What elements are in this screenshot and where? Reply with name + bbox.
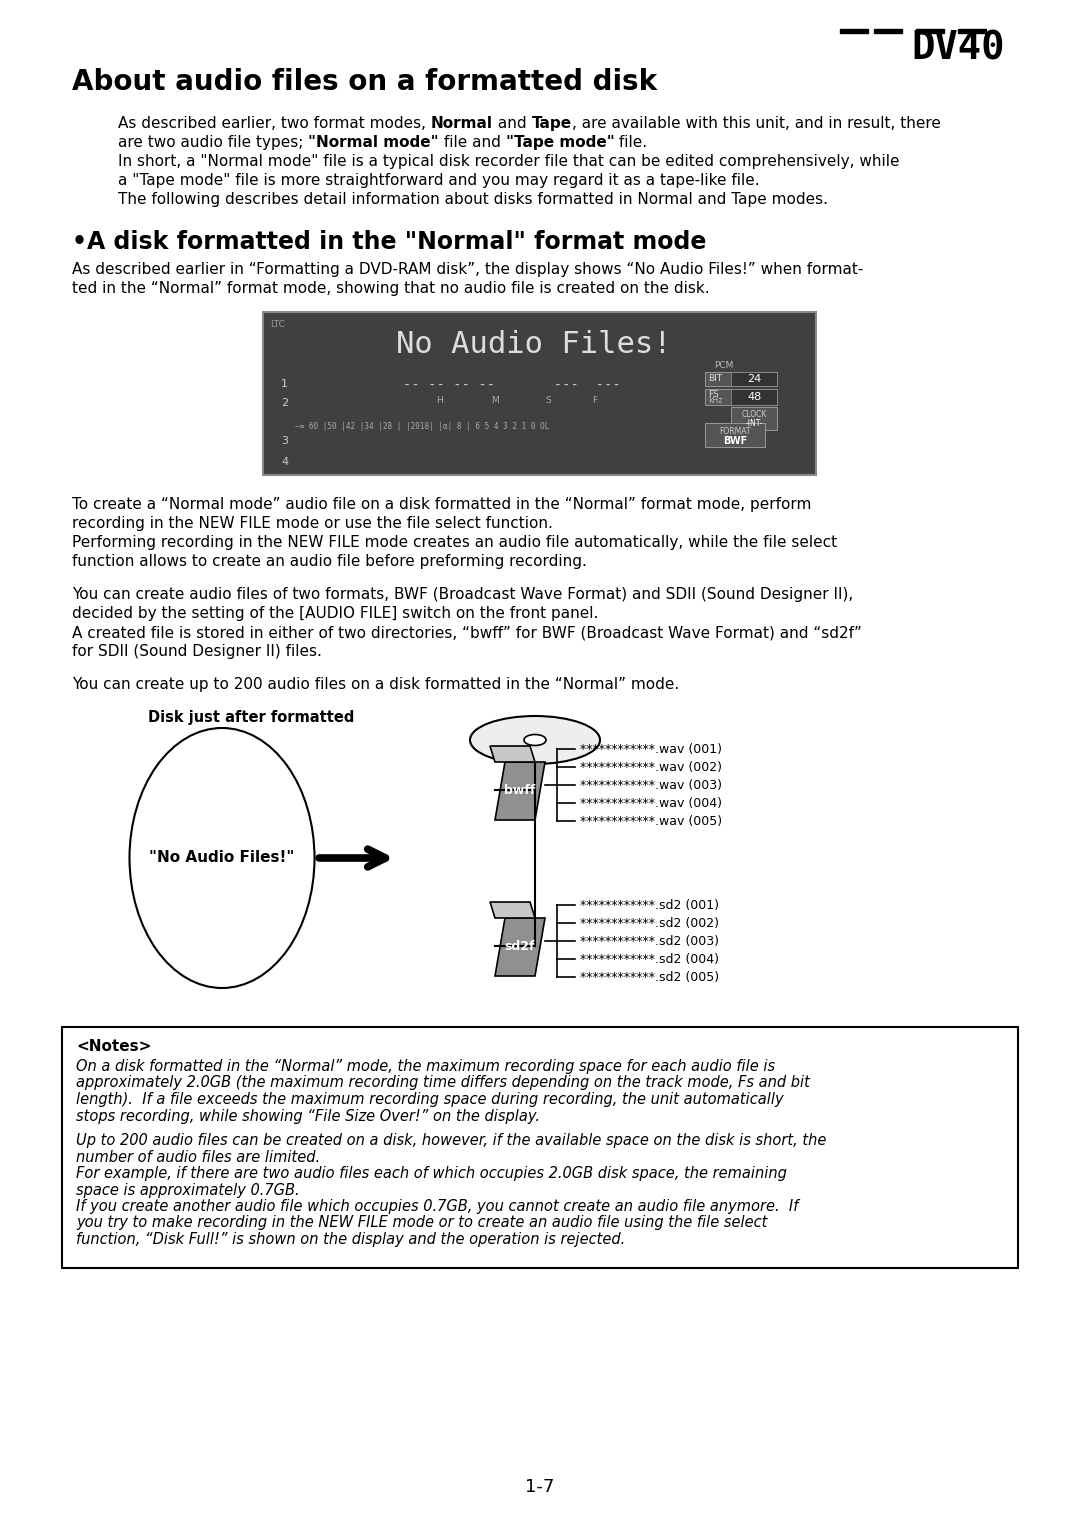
Text: for SDII (Sound Designer II) files.: for SDII (Sound Designer II) files.: [72, 643, 322, 659]
Text: recording in the NEW FILE mode or use the file select function.: recording in the NEW FILE mode or use th…: [72, 516, 553, 532]
Ellipse shape: [524, 735, 546, 746]
Bar: [705, 371, 778, 387]
Text: -- -- -- --       ---  ---: -- -- -- -- --- ---: [403, 379, 621, 393]
Text: Tape: Tape: [531, 116, 571, 131]
Text: BWF: BWF: [724, 435, 747, 446]
Text: On a disk formatted in the “Normal” mode, the maximum recording space for each a: On a disk formatted in the “Normal” mode…: [76, 1059, 775, 1074]
Text: ************.sd2 (005): ************.sd2 (005): [580, 970, 719, 984]
Text: ************.sd2 (001): ************.sd2 (001): [580, 898, 719, 912]
Text: 24: 24: [747, 374, 761, 384]
Ellipse shape: [130, 727, 314, 989]
Text: length).  If a file exceeds the maximum recording space during recording, the un: length). If a file exceeds the maximum r…: [76, 1093, 784, 1106]
Text: bwff: bwff: [504, 784, 536, 796]
Bar: [705, 390, 778, 405]
Text: decided by the setting of the [AUDIO FILE] switch on the front panel.: decided by the setting of the [AUDIO FIL…: [72, 607, 598, 620]
Text: kHz: kHz: [708, 396, 723, 405]
Polygon shape: [495, 918, 545, 976]
Text: FORMAT: FORMAT: [719, 428, 752, 437]
Bar: [731, 390, 778, 405]
Text: ************.wav (003): ************.wav (003): [580, 778, 723, 792]
Text: stops recording, while showing “File Size Over!” on the display.: stops recording, while showing “File Siz…: [76, 1108, 540, 1123]
Bar: [731, 406, 778, 429]
Text: file and: file and: [438, 134, 505, 150]
Bar: [62, 1027, 1018, 1268]
Text: 1: 1: [281, 379, 288, 388]
Bar: [705, 423, 766, 446]
Text: are two audio file types;: are two audio file types;: [118, 134, 308, 150]
Text: If you create another audio file which occupies 0.7GB, you cannot create an audi: If you create another audio file which o…: [76, 1199, 798, 1215]
Bar: [731, 371, 778, 387]
Text: DV40: DV40: [912, 31, 1005, 69]
Text: 48: 48: [747, 391, 761, 402]
Text: ************.wav (004): ************.wav (004): [580, 796, 723, 810]
Text: approximately 2.0GB (the maximum recording time differs depending on the track m: approximately 2.0GB (the maximum recordi…: [76, 1076, 810, 1091]
Bar: [874, 29, 902, 34]
Text: "Tape mode": "Tape mode": [505, 134, 615, 150]
Text: F: F: [592, 396, 597, 405]
Polygon shape: [495, 762, 545, 821]
Text: LTC: LTC: [270, 319, 285, 329]
Text: CLOCK: CLOCK: [742, 411, 767, 419]
Text: FS: FS: [708, 390, 719, 399]
Text: 2: 2: [281, 399, 288, 408]
Text: As described earlier, two format modes,: As described earlier, two format modes,: [118, 116, 431, 131]
Text: •A disk formatted in the "Normal" format mode: •A disk formatted in the "Normal" format…: [72, 231, 706, 254]
Text: 1-7: 1-7: [525, 1478, 555, 1496]
Text: You can create up to 200 audio files on a disk formatted in the “Normal” mode.: You can create up to 200 audio files on …: [72, 677, 679, 692]
Text: About audio files on a formatted disk: About audio files on a formatted disk: [72, 69, 657, 96]
Bar: [264, 312, 816, 475]
Text: M: M: [491, 396, 499, 405]
Text: ************.sd2 (004): ************.sd2 (004): [580, 952, 719, 966]
Text: -INT-: -INT-: [745, 419, 764, 428]
Text: 4: 4: [281, 457, 288, 468]
Text: ************.sd2 (003): ************.sd2 (003): [580, 935, 719, 947]
Text: and: and: [492, 116, 531, 131]
Text: ************.wav (002): ************.wav (002): [580, 761, 723, 773]
Text: As described earlier in “Formatting a DVD-RAM disk”, the display shows “No Audio: As described earlier in “Formatting a DV…: [72, 261, 863, 277]
Text: <Notes>: <Notes>: [76, 1039, 151, 1054]
Text: function allows to create an audio file before preforming recording.: function allows to create an audio file …: [72, 555, 586, 568]
Polygon shape: [490, 902, 535, 918]
Text: The following describes detail information about disks formatted in Normal and T: The following describes detail informati…: [118, 193, 828, 206]
Text: −∞ 60 |50 |42 |34 |28 | |2018| |α| 8 | 6 5 4 3 2 1 0 OL: −∞ 60 |50 |42 |34 |28 | |2018| |α| 8 | 6…: [295, 422, 550, 431]
Text: For example, if there are two audio files each of which occupies 2.0GB disk spac: For example, if there are two audio file…: [76, 1166, 787, 1181]
Text: Normal: Normal: [431, 116, 492, 131]
Ellipse shape: [470, 717, 600, 764]
Text: you try to make recording in the NEW FILE mode or to create an audio file using : you try to make recording in the NEW FIL…: [76, 1215, 768, 1230]
Text: sd2f: sd2f: [504, 940, 536, 952]
Bar: [916, 29, 944, 34]
Text: ted in the “Normal” format mode, showing that no audio file is created on the di: ted in the “Normal” format mode, showing…: [72, 281, 710, 296]
Text: S: S: [545, 396, 551, 405]
Text: a "Tape mode" file is more straightforward and you may regard it as a tape-like : a "Tape mode" file is more straightforwa…: [118, 173, 759, 188]
Text: function, “Disk Full!” is shown on the display and the operation is rejected.: function, “Disk Full!” is shown on the d…: [76, 1232, 625, 1247]
Text: ************.sd2 (002): ************.sd2 (002): [580, 917, 719, 929]
Text: H: H: [436, 396, 443, 405]
Text: You can create audio files of two formats, BWF (Broadcast Wave Format) and SDII : You can create audio files of two format…: [72, 587, 853, 602]
Text: "Normal mode": "Normal mode": [308, 134, 438, 150]
Text: number of audio files are limited.: number of audio files are limited.: [76, 1149, 320, 1164]
Text: To create a “Normal mode” audio file on a disk formatted in the “Normal” format : To create a “Normal mode” audio file on …: [72, 497, 811, 512]
Text: , are available with this unit, and in result, there: , are available with this unit, and in r…: [571, 116, 941, 131]
Text: Performing recording in the NEW FILE mode creates an audio file automatically, w: Performing recording in the NEW FILE mod…: [72, 535, 837, 550]
Text: ************.wav (001): ************.wav (001): [580, 743, 723, 755]
Text: ************.wav (005): ************.wav (005): [580, 814, 723, 828]
Text: space is approximately 0.7GB.: space is approximately 0.7GB.: [76, 1183, 299, 1198]
Text: "No Audio Files!": "No Audio Files!": [149, 851, 295, 865]
Text: Disk just after formatted: Disk just after formatted: [148, 711, 354, 724]
Text: No Audio Files!: No Audio Files!: [396, 330, 672, 359]
Text: In short, a "Normal mode" file is a typical disk recorder file that can be edite: In short, a "Normal mode" file is a typi…: [118, 154, 900, 170]
Polygon shape: [490, 746, 535, 762]
Text: BIT: BIT: [708, 374, 723, 384]
Text: PCM: PCM: [714, 361, 733, 370]
Text: Up to 200 audio files can be created on a disk, however, if the available space : Up to 200 audio files can be created on …: [76, 1132, 826, 1148]
Bar: [840, 29, 868, 34]
Text: file.: file.: [615, 134, 648, 150]
Bar: [958, 29, 986, 34]
Text: 3: 3: [281, 435, 288, 446]
Text: A created file is stored in either of two directories, “bwff” for BWF (Broadcast: A created file is stored in either of tw…: [72, 625, 862, 640]
